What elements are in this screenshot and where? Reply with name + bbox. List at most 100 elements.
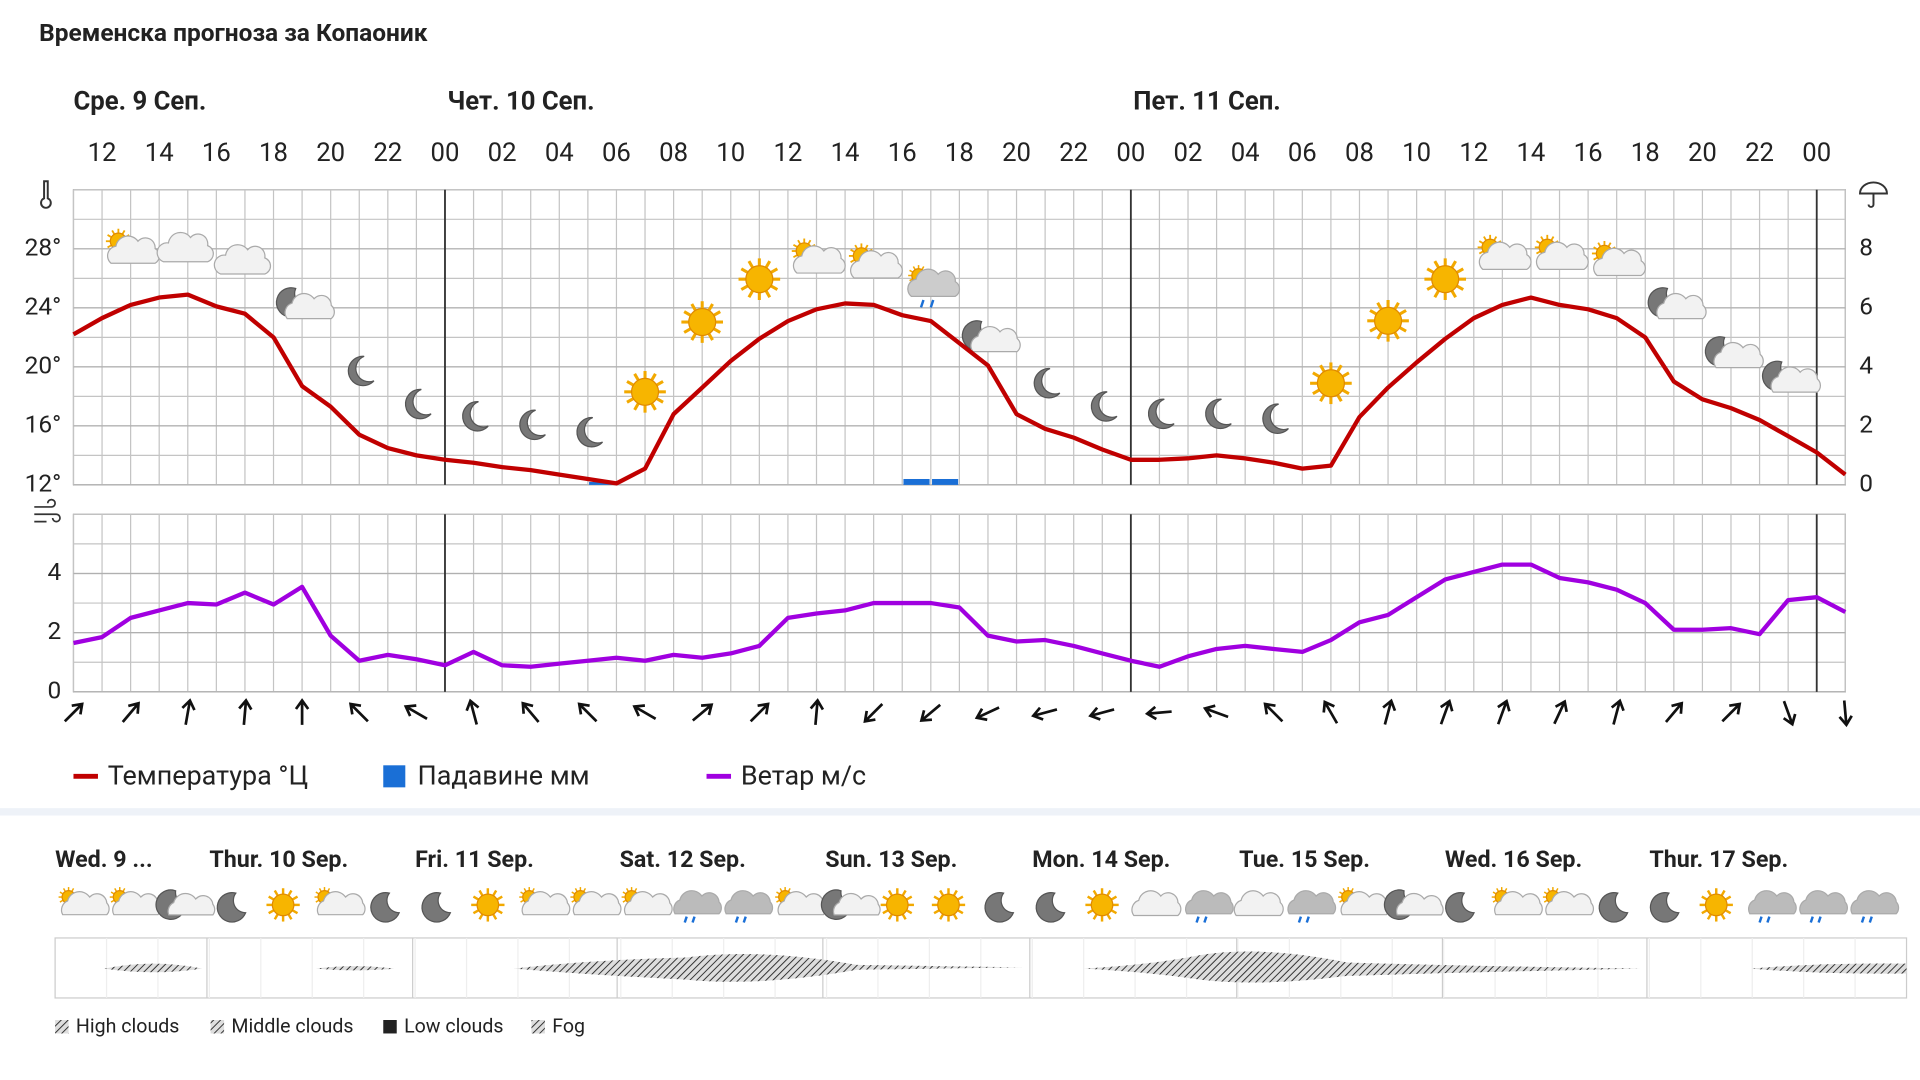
sun-ray <box>740 267 749 274</box>
sun-ray <box>1493 236 1498 241</box>
sun-ray <box>1312 388 1321 395</box>
wind-arrow <box>121 701 140 723</box>
weather-icon <box>370 892 401 923</box>
sun-ray <box>882 909 889 915</box>
cloud <box>1770 366 1821 393</box>
day-label: Сре. 9 Сеп. <box>73 87 206 117</box>
x-tick-label: 08 <box>1345 138 1374 168</box>
x-tick-label: 22 <box>373 138 402 168</box>
cloud <box>907 268 961 297</box>
rain-drop <box>1766 916 1771 923</box>
y2-tick-label: 8 <box>1859 232 1873 261</box>
moon <box>1033 367 1061 399</box>
weather-icon <box>58 887 110 916</box>
cloud <box>1494 891 1543 916</box>
x-tick-label: 18 <box>259 138 288 168</box>
rain-drop <box>929 299 935 308</box>
sun-ray <box>747 290 754 298</box>
wind-arrow <box>1322 700 1339 724</box>
x-tick-label: 08 <box>659 138 688 168</box>
cloud <box>792 245 846 274</box>
cloud-legend-label: Low clouds <box>404 1015 503 1038</box>
x-tick-label: 04 <box>545 138 574 168</box>
page-title: Временска прогноза за Копаоник <box>39 18 428 47</box>
weather-icon <box>724 890 774 923</box>
weather-icon <box>738 258 781 300</box>
wind-arrow <box>1202 704 1229 719</box>
sun-ray <box>957 909 964 915</box>
y-tick-label: 24° <box>25 291 62 320</box>
sun-ray <box>901 913 907 920</box>
wind-arrow <box>1553 699 1568 725</box>
wind-arrow <box>521 701 540 723</box>
x-tick-label: 20 <box>1688 138 1717 168</box>
sun-ray <box>472 895 480 901</box>
cloud <box>1748 890 1797 915</box>
cloud <box>1131 890 1182 917</box>
rain-drop <box>1203 916 1208 923</box>
cloud <box>1850 890 1900 915</box>
rain-drop <box>1809 916 1814 923</box>
cloud-shape <box>1751 963 1907 974</box>
sun-ray <box>792 254 798 259</box>
cloud <box>156 231 214 263</box>
weather-icon <box>1591 240 1646 277</box>
weather-icon <box>848 243 903 279</box>
sun-ray <box>1398 326 1407 333</box>
weather-icon <box>1445 892 1475 923</box>
cloud <box>1478 241 1532 270</box>
y-tick-label: 0 <box>47 675 61 704</box>
cloud <box>970 325 1021 353</box>
sun-ray <box>492 913 498 920</box>
x-tick-label: 14 <box>145 138 174 168</box>
wind-arrow <box>577 702 598 723</box>
weather-icon <box>314 887 366 916</box>
weather-icon <box>1477 234 1532 270</box>
weather-icon <box>1184 890 1234 923</box>
weather-icon <box>775 887 827 916</box>
weather-icon <box>266 888 300 922</box>
weather-icon <box>1649 892 1680 923</box>
wind-arrow <box>749 702 770 723</box>
weather-icon <box>1383 889 1444 920</box>
sun-ray <box>1720 889 1726 897</box>
x-tick-label: 12 <box>88 138 117 168</box>
cloud-legend-swatch <box>55 1020 69 1034</box>
sun-ray <box>1456 267 1465 274</box>
weather-icon <box>1598 892 1629 923</box>
wind-arrow <box>691 703 714 722</box>
cloud <box>832 892 881 916</box>
moon <box>1035 892 1066 923</box>
weather-icon <box>1205 398 1232 430</box>
moon <box>1598 892 1629 923</box>
sun-ray <box>472 909 480 915</box>
wind-arrow <box>403 704 428 720</box>
sun-ray <box>1433 260 1440 269</box>
sun-ray <box>683 327 692 334</box>
wind-arrow <box>294 698 310 725</box>
wind-arrow <box>1263 702 1284 723</box>
wind-arrow <box>1439 698 1454 725</box>
y-tick-label: 28° <box>25 232 62 261</box>
moon <box>1090 391 1118 422</box>
cloud-legend-swatch <box>210 1020 225 1034</box>
sun-ray <box>1393 331 1400 340</box>
weather-icon <box>1085 888 1119 922</box>
sun-ray <box>770 284 779 291</box>
y2-tick-label: 0 <box>1859 468 1873 497</box>
sun-ray <box>1319 394 1326 403</box>
sun-ray <box>952 913 958 920</box>
x-tick-label: 14 <box>831 138 860 168</box>
cloud <box>1545 891 1595 916</box>
moon <box>1147 398 1175 430</box>
y2-tick-label: 2 <box>1859 409 1873 438</box>
wind-arrow <box>919 703 942 723</box>
weather-icon <box>462 401 489 432</box>
sun-ray <box>854 244 859 250</box>
wind-arrow <box>181 698 196 725</box>
cloud <box>1395 892 1444 916</box>
x-tick-label: 00 <box>431 138 460 168</box>
sun-ray <box>933 909 940 915</box>
sun-ray <box>492 889 498 897</box>
